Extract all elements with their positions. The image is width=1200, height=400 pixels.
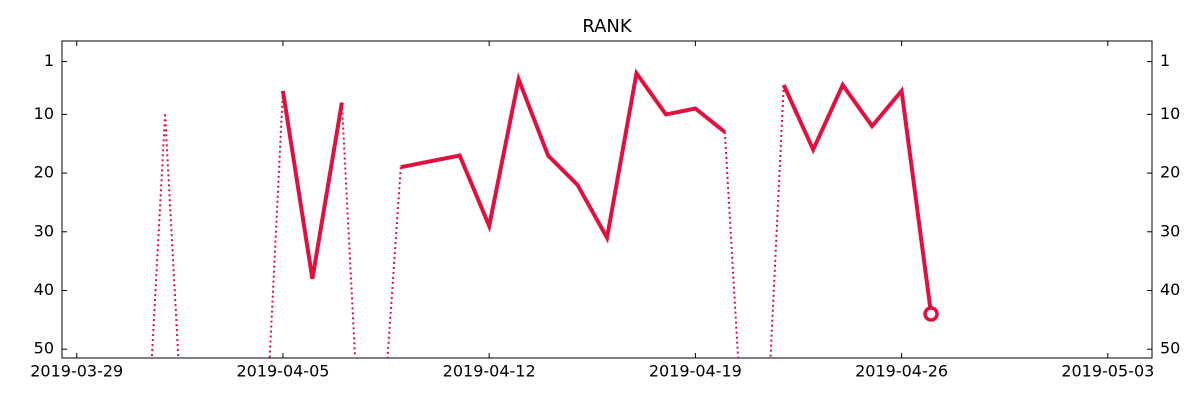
rank-line <box>280 90 344 280</box>
y2-tick-label: 50 <box>1160 339 1180 358</box>
chart-title: RANK <box>582 16 633 37</box>
unranked-link <box>769 84 785 359</box>
y-tick-label: 30 <box>34 221 54 240</box>
x-tick-label: 2019-05-03 <box>1061 362 1154 381</box>
y-tick-label: 50 <box>34 339 54 358</box>
unranked-link <box>723 131 740 359</box>
unranked-link <box>268 90 284 359</box>
y2-tick-label: 30 <box>1160 221 1180 240</box>
x-tick-label: 2019-04-05 <box>236 362 329 381</box>
x-tick-label: 2019-04-26 <box>855 362 948 381</box>
x-tick-label: 2019-04-19 <box>649 362 742 381</box>
unranked-link <box>340 102 357 359</box>
plot-frame <box>61 40 1153 359</box>
unranked-link <box>164 114 180 359</box>
x-tick-label: 2019-04-12 <box>443 362 536 381</box>
y-tick-label: 10 <box>34 104 54 123</box>
y2-tick-label: 1 <box>1160 51 1170 70</box>
rank-line <box>400 68 727 244</box>
unranked-link <box>150 114 167 359</box>
last-point <box>923 306 939 322</box>
x-tick-label: 2019-03-29 <box>30 362 123 381</box>
y-tick-label: 40 <box>34 280 54 299</box>
y-tick-label: 1 <box>44 51 54 70</box>
y2-tick-label: 40 <box>1160 280 1180 299</box>
y-tick-label: 20 <box>34 163 54 182</box>
y2-tick-label: 10 <box>1160 104 1180 123</box>
rank-line <box>781 81 934 315</box>
y2-tick-label: 20 <box>1160 163 1180 182</box>
unranked-link <box>386 167 402 359</box>
